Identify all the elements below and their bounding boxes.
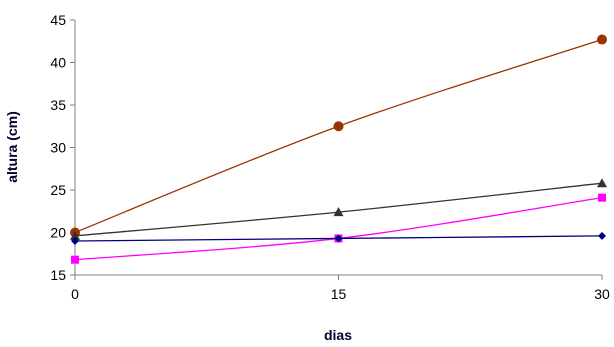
x-tick-label-2: 30 [594,286,610,302]
series-0-point-1 [333,121,344,132]
series-0-point-2 [597,34,607,45]
y-tick-label-3: 30 [50,140,66,156]
series-line-0 [74,38,603,234]
series-3-point-0 [71,237,79,245]
series-3-point-1 [334,234,343,243]
x-tick-label-0: 0 [71,286,79,302]
y-axis-title: altura (cm) [4,111,20,183]
x-tick-label-1: 15 [331,286,347,302]
series-1-point-1 [333,207,344,217]
y-tick-label-6: 45 [50,12,66,28]
y-tick-label-1: 20 [50,225,66,241]
series-2-point-2 [598,193,606,202]
series-1-point-2 [597,178,607,188]
y-tick-label-4: 35 [50,97,66,113]
y-tick-label-0: 15 [50,267,66,283]
series-2-point-0 [71,255,79,264]
y-tick-label-5: 40 [50,55,66,71]
series-group [70,34,607,264]
x-axis-title: dias [324,327,352,343]
y-tick-label-2: 25 [50,182,66,198]
series-1-point-0 [70,230,80,240]
ticks: 15 20 25 30 35 40 45 0 15 30 [50,12,610,302]
series-3-point-2 [598,231,606,240]
